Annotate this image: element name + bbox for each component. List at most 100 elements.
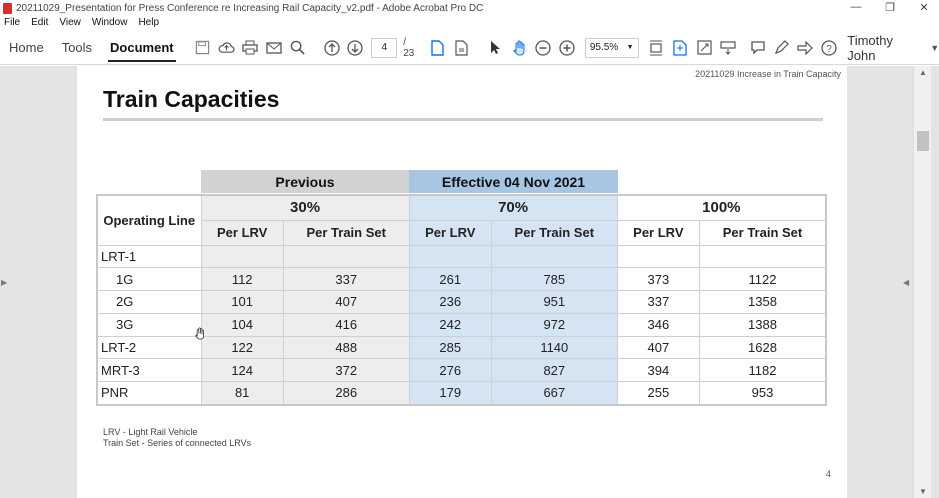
page-number-input[interactable]: 4	[371, 37, 398, 58]
user-account-name[interactable]: Timothy John	[847, 32, 893, 63]
table-cell: 81	[200, 381, 284, 406]
share-arrow-icon[interactable]	[794, 36, 818, 60]
sub-header: Per LRV	[616, 219, 701, 246]
table-cell	[616, 244, 701, 269]
row-label: MRT-3	[96, 358, 202, 383]
table-cell: 285	[408, 335, 492, 360]
main-toolbar: Home Tools Document 4 / 23 95.5%	[0, 31, 939, 65]
svg-text:?: ?	[827, 44, 833, 55]
page-total: / 23	[403, 36, 415, 59]
table-cell: 337	[616, 290, 701, 314]
scrolling-mode-icon[interactable]	[645, 36, 669, 60]
table-cell: 255	[616, 381, 701, 406]
menu-window[interactable]: Window	[91, 17, 128, 28]
sub-header: Per LRV	[200, 219, 284, 246]
comment-icon[interactable]	[746, 36, 770, 60]
restore-button[interactable]: ❐	[885, 2, 895, 14]
pct-header-100: 100%	[616, 194, 827, 221]
close-button[interactable]: ✕	[919, 2, 929, 14]
footnotes: LRV - Light Rail Vehicle Train Set - Ser…	[103, 427, 251, 449]
menu-help[interactable]: Help	[138, 17, 160, 28]
table-cell: 1182	[699, 358, 827, 383]
effective-date-band: Effective 04 Nov 2021	[409, 170, 618, 193]
row-label: LRT-2	[96, 335, 202, 360]
table-cell: 242	[408, 312, 492, 337]
slide-title: Train Capacities	[103, 86, 280, 112]
table-row: PNR 81 286 179 667 255 953	[96, 381, 827, 406]
table-cell: 1388	[699, 312, 827, 337]
table-cell: 1358	[699, 290, 827, 314]
row-label: 2G	[96, 290, 202, 314]
previous-page-icon[interactable]	[320, 36, 344, 60]
pct-header-30: 30%	[200, 194, 410, 221]
table-cell: 179	[408, 381, 492, 406]
table-cell: 1628	[699, 335, 827, 360]
tab-tools[interactable]: Tools	[61, 40, 93, 55]
row-label: PNR	[96, 381, 202, 406]
save-icon[interactable]	[191, 36, 215, 60]
table-cell: 407	[282, 290, 410, 314]
table-row: 2G 101 407 236 951 337 1358	[96, 290, 827, 314]
train-capacity-table: Operating Line 30% 70% 100% Per LRV Per …	[96, 194, 827, 406]
tab-document[interactable]: Document	[101, 31, 183, 65]
select-cursor-icon[interactable]	[483, 36, 507, 60]
upload-cloud-icon[interactable]	[214, 36, 238, 60]
scroll-thumb[interactable]	[917, 131, 929, 151]
table-cell: 667	[490, 381, 618, 406]
table-row: 3G 104 416 242 972 346 1388	[96, 312, 827, 337]
table-cell: 124	[200, 358, 284, 383]
table-cell	[282, 244, 410, 269]
table-row: LRT-2 122 488 285 1140 407 1628	[96, 335, 827, 360]
help-icon[interactable]: ?	[817, 36, 841, 60]
highlight-pen-icon[interactable]	[770, 36, 794, 60]
hand-tool-icon[interactable]	[507, 36, 531, 60]
zoom-out-icon[interactable]	[531, 36, 555, 60]
document-page-icon[interactable]	[426, 36, 450, 60]
table-cell: 785	[490, 267, 618, 292]
menu-file[interactable]: File	[4, 17, 21, 28]
left-pane-toggle-icon[interactable]: ▶	[1, 278, 8, 287]
table-cell: 1140	[490, 335, 618, 360]
full-screen-icon[interactable]	[692, 36, 716, 60]
table-cell: 972	[490, 312, 618, 337]
menu-edit[interactable]: Edit	[31, 17, 49, 28]
title-bar: 20211029_Presentation for Press Conferen…	[0, 0, 939, 17]
scroll-up-icon[interactable]: ▲	[919, 68, 927, 77]
table-row: 1G 112 337 261 785 373 1122	[96, 267, 827, 292]
table-cell: 953	[699, 381, 827, 406]
email-icon[interactable]	[262, 36, 286, 60]
pct-header-70: 70%	[408, 194, 618, 221]
search-icon[interactable]	[286, 36, 310, 60]
table-cell	[408, 244, 492, 269]
menu-view[interactable]: View	[59, 17, 81, 28]
zoom-level-select[interactable]: 95.5% ▼	[584, 37, 639, 58]
table-cell	[200, 244, 284, 269]
vertical-scrollbar[interactable]: ▲ ▼	[913, 66, 931, 498]
scroll-down-icon[interactable]: ▼	[919, 487, 927, 496]
operating-line-header: Operating Line	[96, 194, 202, 246]
next-page-icon[interactable]	[344, 36, 368, 60]
table-cell: 951	[490, 290, 618, 314]
minimize-button[interactable]: —	[850, 1, 862, 13]
keyboard-icon[interactable]	[716, 36, 740, 60]
table-cell: 112	[200, 267, 284, 292]
print-icon[interactable]	[238, 36, 262, 60]
right-pane-toggle-icon[interactable]: ◀	[903, 278, 910, 287]
window-title: 20211029_Presentation for Press Conferen…	[16, 3, 484, 14]
chevron-down-icon: ▼	[626, 44, 634, 51]
fit-page-icon[interactable]	[668, 36, 692, 60]
footnote-train-set: Train Set - Series of connected LRVs	[103, 438, 252, 448]
page-thumbnail-icon[interactable]	[450, 36, 474, 60]
sub-header: Per Train Set	[699, 219, 827, 246]
table-cell: 122	[200, 335, 284, 360]
previous-band: Previous	[201, 170, 409, 193]
table-cell: 488	[282, 335, 410, 360]
sub-header: Per LRV	[408, 219, 492, 246]
tab-home[interactable]: Home	[9, 40, 44, 55]
table-cell: 394	[616, 358, 701, 383]
zoom-in-icon[interactable]	[555, 36, 579, 60]
table-row: MRT-3 124 372 276 827 394 1182	[96, 358, 827, 383]
hand-cursor-icon	[194, 327, 206, 343]
chevron-down-icon[interactable]: ▼	[930, 42, 939, 53]
row-label: 3G	[96, 312, 202, 337]
